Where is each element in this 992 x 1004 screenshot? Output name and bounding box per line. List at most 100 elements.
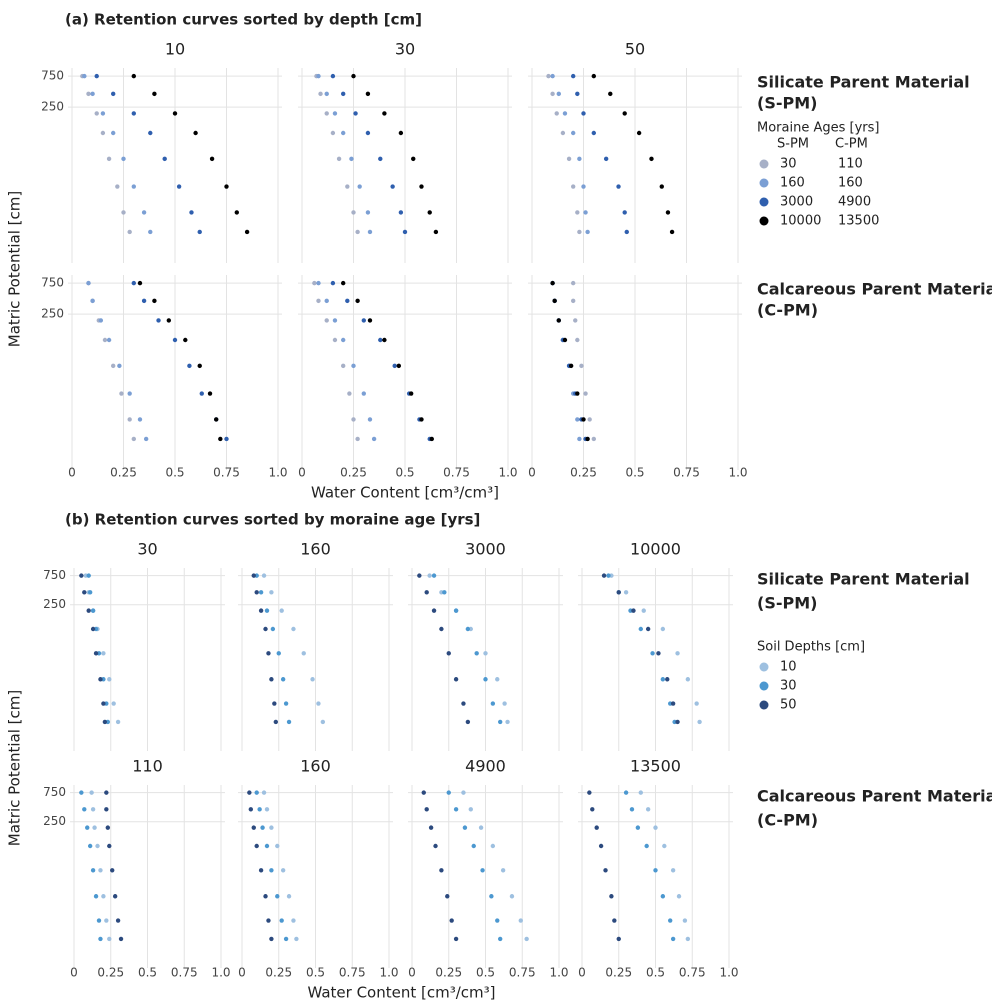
data-point: [660, 894, 666, 899]
data-point: [635, 825, 641, 830]
data-point: [653, 825, 658, 830]
legend-column: C-PM: [835, 137, 868, 152]
data-point: [137, 417, 143, 422]
data-point: [93, 894, 99, 899]
data-point: [638, 790, 643, 795]
x-tick-label: 1.0: [549, 966, 568, 980]
data-point: [495, 918, 500, 923]
x-tick-label: 0: [298, 466, 306, 480]
data-point: [316, 280, 321, 286]
data-point: [427, 210, 432, 215]
data-point: [264, 843, 270, 849]
data-point: [660, 677, 666, 682]
data-point: [365, 91, 371, 97]
x-tick-label: 0.75: [443, 466, 470, 480]
data-point: [104, 790, 109, 795]
data-point: [86, 608, 91, 613]
data-point: [445, 894, 450, 899]
data-point: [598, 843, 604, 849]
data-point: [197, 229, 202, 235]
data-point: [270, 626, 276, 632]
data-point: [345, 184, 350, 189]
y-tick-label: 750: [43, 785, 66, 799]
data-point: [568, 363, 574, 369]
legend-label: 30: [780, 679, 797, 694]
data-point: [269, 868, 274, 873]
x-tick-label: 0.75: [679, 966, 706, 980]
data-point: [641, 608, 646, 613]
data-point: [90, 626, 96, 632]
data-point: [461, 790, 466, 795]
data-point: [111, 130, 116, 136]
data-point: [694, 701, 699, 706]
data-point: [90, 298, 95, 304]
data-point: [623, 590, 629, 595]
data-point: [550, 280, 555, 286]
data-point: [324, 298, 329, 304]
data-point: [616, 184, 621, 189]
legend-title: Soil Depths [cm]: [757, 640, 865, 655]
data-point: [411, 156, 416, 162]
data-point: [330, 280, 336, 286]
data-point: [209, 156, 215, 162]
data-point: [670, 701, 676, 706]
data-point: [573, 318, 578, 323]
data-point: [585, 436, 590, 442]
data-point: [556, 91, 561, 97]
data-point: [675, 651, 680, 656]
data-point: [392, 363, 397, 369]
data-point: [224, 184, 229, 189]
y-tick-label: 750: [41, 276, 64, 290]
data-point: [82, 807, 87, 812]
x-tick-label: 0.75: [213, 466, 240, 480]
data-point: [505, 719, 510, 725]
data-point: [453, 608, 459, 613]
data-point: [624, 229, 629, 235]
legend-swatch: [759, 662, 769, 672]
data-point: [261, 573, 267, 578]
legend-label: 160: [838, 176, 863, 191]
legend-swatch: [759, 216, 769, 226]
data-point: [320, 719, 326, 725]
data-point: [121, 156, 126, 162]
data-point: [398, 210, 404, 215]
data-point: [248, 807, 254, 812]
data-point: [656, 651, 661, 656]
data-point: [107, 936, 112, 942]
x-tick-label: 0.25: [97, 966, 124, 980]
data-point: [442, 590, 447, 595]
data-point: [552, 298, 557, 304]
data-point: [118, 936, 124, 942]
data-point: [365, 210, 371, 215]
data-point: [247, 790, 252, 795]
data-point: [670, 936, 676, 942]
x-tick-label: 0: [408, 966, 416, 980]
data-point: [131, 184, 136, 189]
data-point: [562, 337, 568, 343]
data-point: [638, 626, 643, 632]
data-point: [575, 337, 580, 343]
data-point: [131, 280, 136, 286]
data-point: [629, 807, 635, 812]
data-point: [90, 868, 96, 873]
x-tick-label: 0.75: [171, 966, 198, 980]
data-point: [471, 843, 476, 849]
data-point: [636, 130, 642, 136]
data-point: [86, 573, 91, 578]
data-point: [675, 719, 680, 725]
row-label: (C-PM): [757, 301, 818, 320]
data-point: [390, 184, 395, 189]
data-point: [275, 843, 280, 849]
data-point: [367, 417, 373, 422]
x-tick-label: 1.0: [728, 466, 747, 480]
data-point: [218, 436, 223, 442]
data-point: [312, 280, 317, 286]
data-point: [176, 184, 182, 189]
data-point: [266, 651, 271, 656]
legend-swatch: [759, 178, 769, 188]
data-point: [357, 184, 362, 189]
data-point: [330, 73, 336, 79]
data-point: [433, 843, 438, 849]
data-point: [279, 918, 284, 923]
